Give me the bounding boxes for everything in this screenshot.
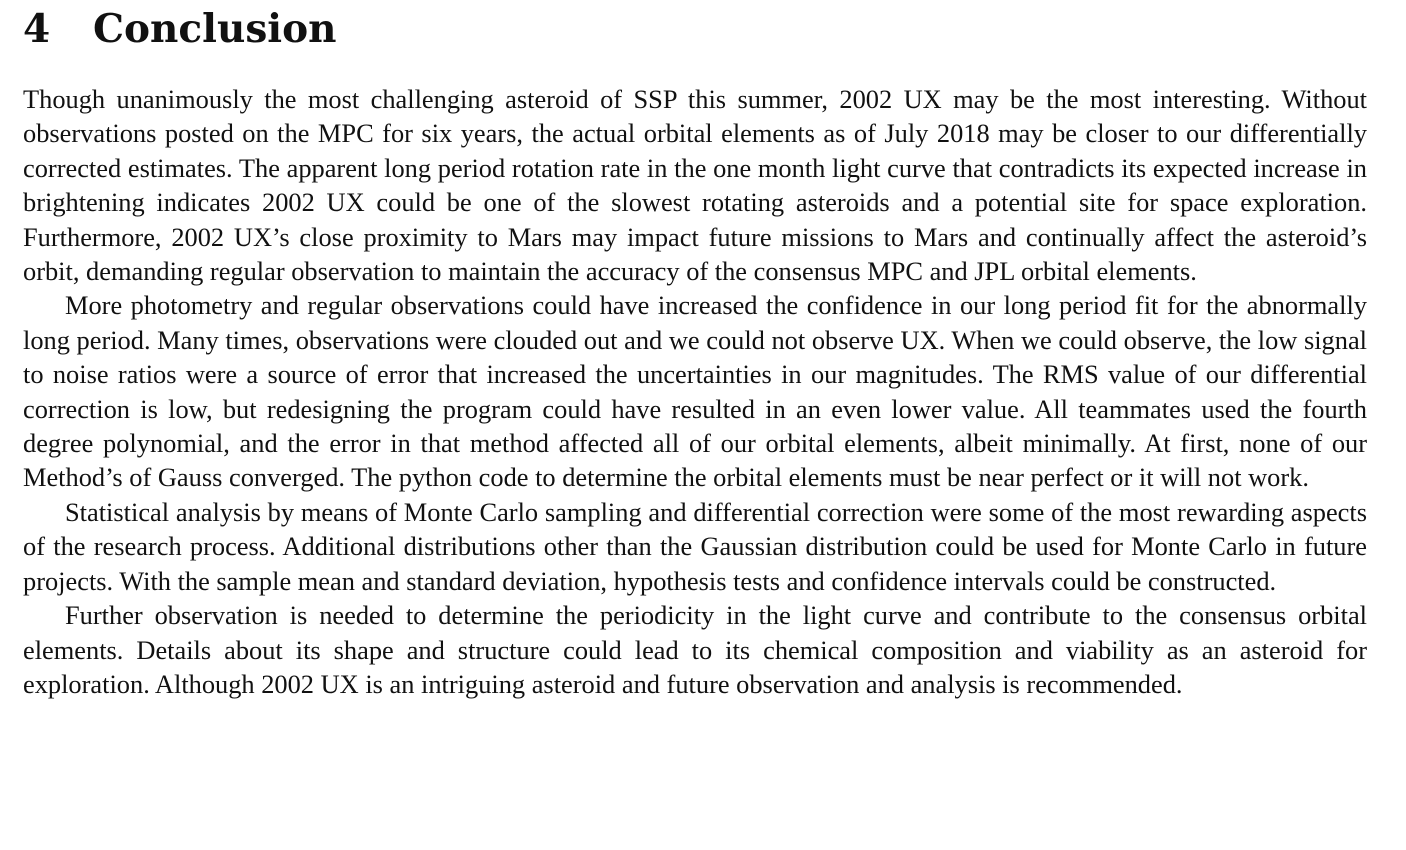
paragraph-4: Further observation is needed to determi…: [23, 600, 1367, 699]
document-page: 4 Conclusion Though unanimously the most…: [23, 0, 1367, 701]
section-body: Though unanimously the most challenging …: [23, 82, 1367, 701]
section-heading: 4 Conclusion: [23, 0, 1367, 62]
section-title: Conclusion: [93, 6, 337, 52]
paragraph-1: Though unanimously the most challenging …: [23, 84, 1367, 287]
paragraph-2: More photometry and regular observations…: [23, 290, 1367, 493]
section-number: 4: [23, 6, 51, 52]
paragraph-3: Statistical analysis by means of Monte C…: [23, 496, 1367, 596]
